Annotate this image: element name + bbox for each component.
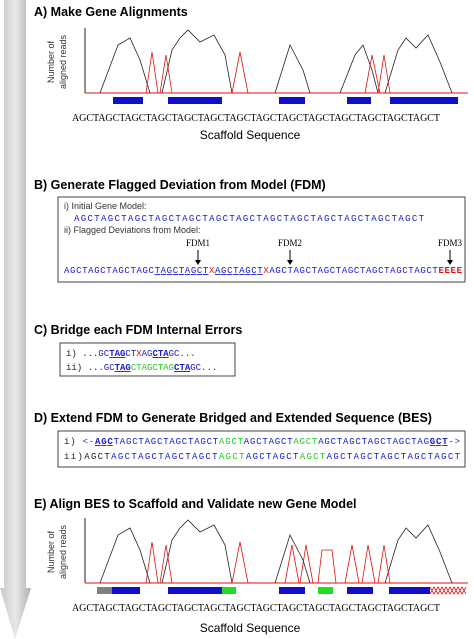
sequence-segment: CTA (152, 349, 169, 359)
panel-title: D) Extend FDM to Generate Bridged and Ex… (34, 411, 432, 425)
sequence-segment: TAGCTAGCT (155, 266, 209, 276)
sequence-segment: AGCTAGCTAGCTAGCTAG (318, 437, 429, 447)
coverage-plot (84, 518, 468, 595)
flag-label: FDM2 (278, 238, 302, 248)
sequence-line: AGCTAGCTAGCTAGCTAGCTAGCTAGCTAGCTAGCTAGCT… (74, 214, 425, 224)
sequence-segment: <- (83, 437, 95, 447)
sequence-segment: AGCT (219, 452, 245, 462)
sequence-segment: i) (66, 349, 82, 359)
sequence-segment: EEEE (438, 266, 462, 276)
flag-label: FDM1 (186, 238, 210, 248)
sequence-segment: -> (448, 437, 460, 447)
sequence-segment: ii) (64, 452, 83, 462)
sequence-segment: GCT (430, 437, 448, 447)
scaffold-sequence: AGCTAGCTAGCTAGCTAGCTAGCTAGCTAGCTAGCTAGCT… (72, 603, 440, 614)
sequence-segment: AGCT (293, 437, 318, 447)
sequence-segment: GC... (169, 349, 196, 359)
sequence-segment: AGCTAGCTAGCTAGCTAGCT (327, 452, 461, 462)
sequence-segment: X (136, 349, 142, 359)
coverage-plot (84, 28, 468, 104)
sequence-line: i) ...GCTAGCTXAGCTAGC... (66, 349, 196, 359)
x-label: Scaffold Sequence (200, 128, 301, 142)
sequence-segment: CT (125, 349, 136, 359)
panel-box (59, 342, 236, 377)
scaffold-sequence: AGCTAGCTAGCTAGCTAGCTAGCTAGCTAGCTAGCTAGCT… (72, 113, 440, 124)
y-label-line: aligned reads (58, 524, 68, 579)
sequence-segment: AGCT (300, 452, 326, 462)
panel-box (57, 196, 466, 283)
sequence-segment: AGCTAGCTAGCTAGCTAGCTAGCTAGCT (269, 266, 438, 276)
sequence-segment: X (263, 266, 269, 276)
sequence-segment: AGCTAGCT (246, 452, 299, 462)
sequence-segment: AGCTAGCTAGCTAGCTAGCTAGCTAGCTAGCTAGCTAGCT… (74, 214, 425, 224)
panel-title: E) Align BES to Scaffold and Validate ne… (34, 497, 357, 511)
sequence-line: i) <-AGCTAGCTAGCTAGCTAGCTAGCTAGCTAGCTAGC… (64, 437, 460, 447)
y-label-line: Number of (46, 531, 56, 574)
line-label: ii) Flagged Deviations from Model: (64, 225, 201, 235)
sequence-segment: AGCTAGCTAGCTAGCT (111, 452, 218, 462)
sequence-segment: AGCTAGCT (215, 266, 263, 276)
panel-box (57, 430, 466, 468)
sequence-segment: CTA (174, 363, 191, 373)
y-label: Number of aligned reads (46, 524, 68, 579)
sequence-segment: CTAGCTAG (131, 363, 174, 373)
panel-title: A) Make Gene Alignments (34, 5, 188, 19)
sequence-segment: TAGCTAGCTAGCTAGCT (114, 437, 219, 447)
sequence-segment: TAG (115, 363, 131, 373)
sequence-segment: AGCTAGCTAGCTAGC (64, 266, 155, 276)
y-label-line: Number of (46, 41, 56, 84)
sequence-line: AGCTAGCTAGCTAGCTAGCTAGCTXAGCTAGCTXAGCTAG… (64, 266, 463, 276)
sequence-line: ii)AGCTAGCTAGCTAGCTAGCTAGCTAGCTAGCTAGCTA… (64, 452, 461, 462)
sequence-segment: AGCTAGCT (244, 437, 293, 447)
sequence-segment: ...GC (88, 363, 116, 373)
sequence-segment: i) (64, 437, 82, 447)
flow-arrow (0, 0, 31, 639)
panel-title: C) Bridge each FDM Internal Errors (34, 323, 242, 337)
panel-title: B) Generate Flagged Deviation from Model… (34, 178, 326, 192)
sequence-segment: AGCT (219, 437, 244, 447)
sequence-segment: ...GC (82, 349, 110, 359)
sequence-segment: AGC (95, 437, 113, 447)
y-label: Number of aligned reads (46, 34, 68, 89)
line-label: i) Initial Gene Model: (64, 201, 147, 211)
sequence-line: ii) ...GCTAGCTAGCTAGCTAGC... (66, 363, 217, 373)
sequence-segment: GC... (190, 363, 217, 373)
x-label: Scaffold Sequence (200, 621, 301, 635)
sequence-segment: AGCT (84, 452, 110, 462)
sequence-segment: AG (142, 349, 153, 359)
sequence-segment: X (209, 266, 215, 276)
sequence-segment: ii) (66, 363, 88, 373)
y-label-line: aligned reads (58, 34, 68, 89)
flag-label: FDM3 (438, 238, 463, 248)
sequence-segment: TAG (109, 349, 125, 359)
